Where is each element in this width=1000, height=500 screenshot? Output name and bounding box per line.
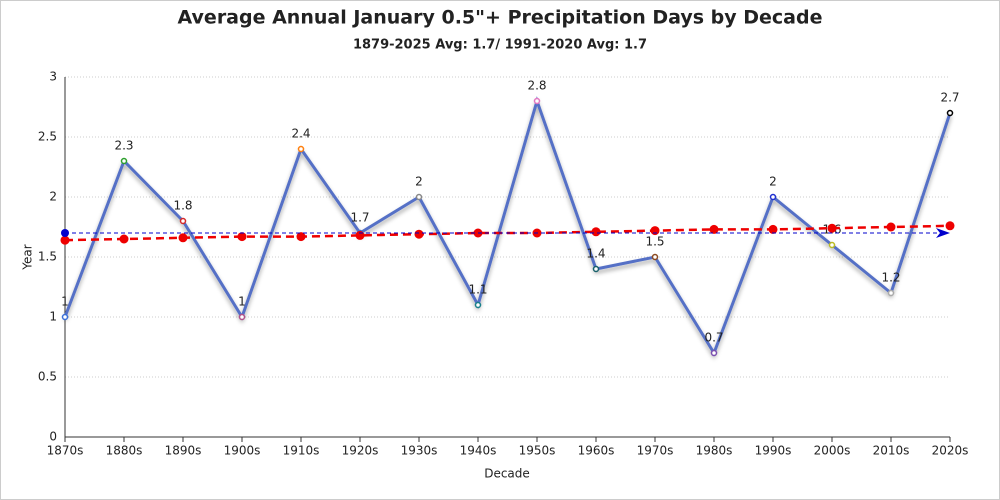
point xyxy=(474,301,482,309)
data-label: 1 xyxy=(61,295,69,309)
x-tick-label: 2000s xyxy=(814,444,851,458)
data-label: 1 xyxy=(238,295,246,309)
data-label: 2 xyxy=(769,175,777,189)
y-tick-label: 0.5 xyxy=(38,370,57,384)
point xyxy=(710,349,718,357)
y-tick-label: 1.5 xyxy=(38,250,57,264)
trend-point xyxy=(296,232,306,242)
data-label: 2 xyxy=(415,175,423,189)
point xyxy=(238,313,246,321)
y-tick-label: 2.5 xyxy=(38,130,57,144)
trend-point xyxy=(827,223,837,233)
y-axis-label: Year xyxy=(21,244,35,270)
x-tick-label: 1990s xyxy=(755,444,792,458)
y-tick-label: 2 xyxy=(49,190,57,204)
average-start xyxy=(61,229,69,237)
data-label: 1.7 xyxy=(350,211,369,225)
average-arrow xyxy=(936,228,950,238)
trend-point xyxy=(237,232,247,242)
x-axis-label: Decade xyxy=(484,467,530,481)
chart-subtitle: 1879-2025 Avg: 1.7/ 1991-2020 Avg: 1.7 xyxy=(353,38,647,53)
x-tick-label: 1950s xyxy=(519,444,556,458)
trend-point xyxy=(355,230,365,240)
x-tick-label: 1880s xyxy=(106,444,143,458)
point xyxy=(592,265,600,273)
point xyxy=(533,97,541,105)
trend-point xyxy=(768,224,778,234)
point xyxy=(887,289,895,297)
x-tick-label: 1930s xyxy=(401,444,438,458)
trend-point xyxy=(414,229,424,239)
point xyxy=(769,193,777,201)
data-label: 2.3 xyxy=(114,139,133,153)
x-tick-label: 1890s xyxy=(165,444,202,458)
series-line xyxy=(63,96,952,357)
x-tick-label: 1960s xyxy=(578,444,615,458)
x-tick-label: 1980s xyxy=(696,444,733,458)
point xyxy=(828,241,836,249)
data-label: 1.1 xyxy=(468,283,487,297)
x-tick-label: 2010s xyxy=(873,444,910,458)
x-tick-label: 1970s xyxy=(637,444,674,458)
y-tick-label: 3 xyxy=(49,70,57,84)
chart-title: Average Annual January 0.5"+ Precipitati… xyxy=(178,7,823,29)
point xyxy=(946,109,954,117)
data-label: 0.7 xyxy=(704,331,723,345)
trend-point xyxy=(60,235,70,245)
trend-point xyxy=(945,221,955,231)
data-label: 2.7 xyxy=(940,91,959,105)
data-label: 1.8 xyxy=(173,199,192,213)
x-tick-label: 1920s xyxy=(342,444,379,458)
x-tick-label: 1870s xyxy=(47,444,84,458)
trend-point xyxy=(886,222,896,232)
x-tick-label: 1900s xyxy=(224,444,261,458)
y-tick-label: 1 xyxy=(49,310,57,324)
trend-point xyxy=(178,233,188,243)
trend-point xyxy=(591,227,601,237)
point xyxy=(297,145,305,153)
data-label: 1.5 xyxy=(645,235,664,249)
x-tick-label: 2020s xyxy=(932,444,969,458)
data-label: 2.4 xyxy=(291,127,310,141)
x-tick-label: 1940s xyxy=(460,444,497,458)
trend-point xyxy=(119,234,129,244)
point xyxy=(61,313,69,321)
data-label: 2.8 xyxy=(527,79,546,93)
data-label: 1.4 xyxy=(586,247,605,261)
point xyxy=(179,217,187,225)
point xyxy=(120,157,128,165)
y-tick-label: 0 xyxy=(49,430,57,444)
data-label: 1.2 xyxy=(881,271,900,285)
x-tick-label: 1910s xyxy=(283,444,320,458)
point xyxy=(651,253,659,261)
point xyxy=(415,193,423,201)
trend-point xyxy=(709,224,719,234)
trend-point xyxy=(650,226,660,236)
